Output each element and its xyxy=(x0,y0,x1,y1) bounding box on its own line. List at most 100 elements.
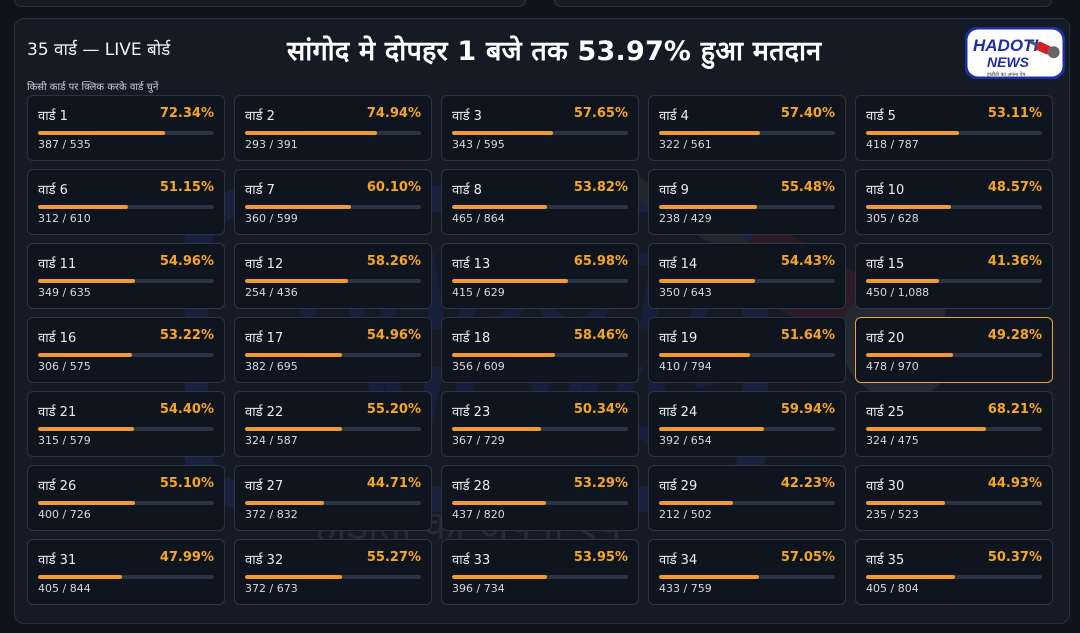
ward-card[interactable]: वार्ड 19 51.64% 410 / 794 xyxy=(648,317,846,383)
ward-vote-count: 450 / 1,088 xyxy=(866,286,930,299)
ward-name: वार्ड 19 xyxy=(659,331,698,346)
ward-vote-count: 410 / 794 xyxy=(659,360,712,373)
ward-card[interactable]: वार्ड 11 54.96% 349 / 635 xyxy=(27,243,225,309)
ward-vote-count: 433 / 759 xyxy=(659,582,712,595)
ward-card[interactable]: वार्ड 25 68.21% 324 / 475 xyxy=(855,391,1053,457)
turnout-progress-bar xyxy=(245,205,421,209)
turnout-progress-bar xyxy=(245,501,421,505)
ward-turnout-percent: 55.27% xyxy=(366,550,421,565)
ward-turnout-percent: 44.93% xyxy=(987,476,1042,491)
ward-card[interactable]: वार्ड 30 44.93% 235 / 523 xyxy=(855,465,1053,531)
ward-card[interactable]: वार्ड 34 57.05% 433 / 759 xyxy=(648,539,846,605)
ward-turnout-percent: 53.22% xyxy=(159,328,214,343)
ward-card[interactable]: वार्ड 28 53.29% 437 / 820 xyxy=(441,465,639,531)
turnout-progress-bar xyxy=(245,575,421,579)
turnout-progress-bar xyxy=(866,131,1042,135)
ward-card[interactable]: वार्ड 9 55.48% 238 / 429 xyxy=(648,169,846,235)
ward-card[interactable]: वार्ड 7 60.10% 360 / 599 xyxy=(234,169,432,235)
ward-turnout-percent: 68.21% xyxy=(987,402,1042,417)
ward-vote-count: 367 / 729 xyxy=(452,434,505,447)
ward-turnout-percent: 49.28% xyxy=(987,328,1042,343)
ward-card[interactable]: वार्ड 16 53.22% 306 / 575 xyxy=(27,317,225,383)
ward-card[interactable]: वार्ड 3 57.65% 343 / 595 xyxy=(441,95,639,161)
turnout-progress-fill xyxy=(38,427,134,431)
logo-line1: HADOTI xyxy=(973,36,1039,55)
turnout-progress-bar xyxy=(659,131,835,135)
ward-turnout-percent: 54.40% xyxy=(159,402,214,417)
ward-name: वार्ड 3 xyxy=(452,109,482,124)
ward-card[interactable]: वार्ड 29 42.23% 212 / 502 xyxy=(648,465,846,531)
ward-card[interactable]: वार्ड 15 41.36% 450 / 1,088 xyxy=(855,243,1053,309)
ward-card[interactable]: वार्ड 20 49.28% 478 / 970 xyxy=(855,317,1053,383)
turnout-progress-fill xyxy=(245,575,343,579)
turnout-progress-bar xyxy=(38,501,214,505)
ward-vote-count: 324 / 475 xyxy=(866,434,919,447)
ward-vote-count: 315 / 579 xyxy=(38,434,91,447)
ward-card[interactable]: वार्ड 18 58.46% 356 / 609 xyxy=(441,317,639,383)
ward-card[interactable]: वार्ड 2 74.94% 293 / 391 xyxy=(234,95,432,161)
turnout-progress-fill xyxy=(38,279,135,283)
ward-name: वार्ड 9 xyxy=(659,183,689,198)
ward-card[interactable]: वार्ड 23 50.34% 367 / 729 xyxy=(441,391,639,457)
ward-card[interactable]: वार्ड 31 47.99% 405 / 844 xyxy=(27,539,225,605)
turnout-progress-bar xyxy=(38,279,214,283)
turnout-progress-bar xyxy=(245,353,421,357)
ward-card[interactable]: वार्ड 8 53.82% 465 / 864 xyxy=(441,169,639,235)
ward-name: वार्ड 17 xyxy=(245,331,284,346)
ward-name: वार्ड 35 xyxy=(866,553,905,568)
headline: सांगोद मे दोपहर 1 बजे तक 53.97% हुआ मतदा… xyxy=(287,36,822,67)
turnout-progress-bar xyxy=(866,205,1042,209)
turnout-progress-fill xyxy=(452,427,541,431)
ward-card[interactable]: वार्ड 13 65.98% 415 / 629 xyxy=(441,243,639,309)
ward-name: वार्ड 29 xyxy=(659,479,698,494)
ward-card[interactable]: वार्ड 5 53.11% 418 / 787 xyxy=(855,95,1053,161)
ward-name: वार्ड 13 xyxy=(452,257,491,272)
ward-name: वार्ड 16 xyxy=(38,331,77,346)
turnout-progress-fill xyxy=(866,131,960,135)
turnout-progress-bar xyxy=(38,575,214,579)
ward-name: वार्ड 5 xyxy=(866,109,896,124)
ward-vote-count: 349 / 635 xyxy=(38,286,91,299)
ward-card[interactable]: वार्ड 27 44.71% 372 / 832 xyxy=(234,465,432,531)
ward-vote-count: 293 / 391 xyxy=(245,138,298,151)
ward-turnout-percent: 53.82% xyxy=(573,180,628,195)
ward-turnout-percent: 50.34% xyxy=(573,402,628,417)
board-title: 35 वार्ड — LIVE बोर्ड xyxy=(27,40,171,60)
ward-vote-count: 405 / 844 xyxy=(38,582,91,595)
ward-card[interactable]: वार्ड 12 58.26% 254 / 436 xyxy=(234,243,432,309)
ward-card[interactable]: वार्ड 33 53.95% 396 / 734 xyxy=(441,539,639,605)
ward-turnout-percent: 44.71% xyxy=(366,476,421,491)
ward-card[interactable]: वार्ड 14 54.43% 350 / 643 xyxy=(648,243,846,309)
ward-turnout-percent: 74.94% xyxy=(366,106,421,121)
ward-turnout-percent: 57.65% xyxy=(573,106,628,121)
ward-card[interactable]: वार्ड 22 55.20% 324 / 587 xyxy=(234,391,432,457)
ward-card[interactable]: वार्ड 32 55.27% 372 / 673 xyxy=(234,539,432,605)
ward-turnout-percent: 72.34% xyxy=(159,106,214,121)
ward-card[interactable]: वार्ड 1 72.34% 387 / 535 xyxy=(27,95,225,161)
turnout-progress-fill xyxy=(38,353,132,357)
ward-name: वार्ड 2 xyxy=(245,109,275,124)
ward-card[interactable]: वार्ड 6 51.15% 312 / 610 xyxy=(27,169,225,235)
ward-vote-count: 324 / 587 xyxy=(245,434,298,447)
turnout-progress-fill xyxy=(452,205,547,209)
ward-vote-count: 415 / 629 xyxy=(452,286,505,299)
ward-vote-count: 405 / 804 xyxy=(866,582,919,595)
ward-turnout-percent: 50.37% xyxy=(987,550,1042,565)
ward-card[interactable]: वार्ड 4 57.40% 322 / 561 xyxy=(648,95,846,161)
ward-name: वार्ड 32 xyxy=(245,553,284,568)
ward-name: वार्ड 11 xyxy=(38,257,77,272)
ward-card[interactable]: वार्ड 10 48.57% 305 / 628 xyxy=(855,169,1053,235)
ward-card[interactable]: वार्ड 26 55.10% 400 / 726 xyxy=(27,465,225,531)
logo-tagline: हाड़ौती का अपना ऐप xyxy=(987,71,1025,78)
turnout-progress-bar xyxy=(38,427,214,431)
turnout-progress-bar xyxy=(452,501,628,505)
logo-line2: NEWS xyxy=(987,54,1030,70)
ward-card[interactable]: वार्ड 24 59.94% 392 / 654 xyxy=(648,391,846,457)
ward-card[interactable]: वार्ड 17 54.96% 382 / 695 xyxy=(234,317,432,383)
ward-name: वार्ड 31 xyxy=(38,553,77,568)
ward-card[interactable]: वार्ड 35 50.37% 405 / 804 xyxy=(855,539,1053,605)
ward-turnout-percent: 53.29% xyxy=(573,476,628,491)
turnout-progress-bar xyxy=(866,427,1042,431)
ward-turnout-percent: 48.57% xyxy=(987,180,1042,195)
ward-card[interactable]: वार्ड 21 54.40% 315 / 579 xyxy=(27,391,225,457)
